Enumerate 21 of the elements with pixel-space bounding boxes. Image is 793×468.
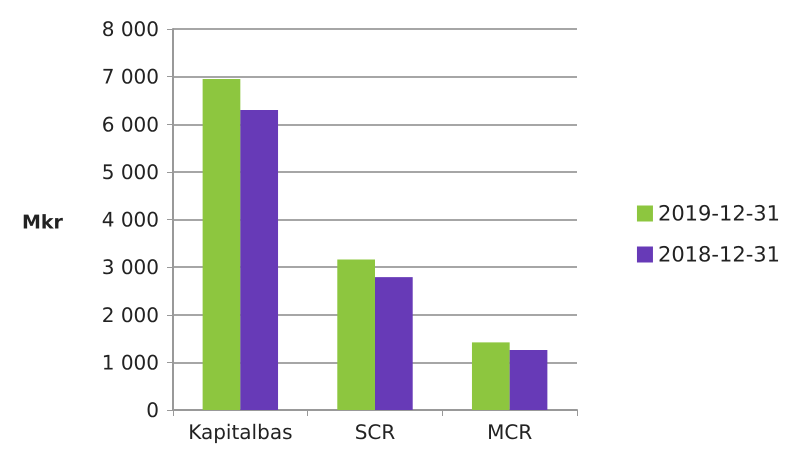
x-tick-label: MCR <box>487 420 532 444</box>
y-tick-label: 8 000 <box>102 17 159 41</box>
bar <box>240 110 278 410</box>
legend-label: 2019-12-31 <box>658 202 780 226</box>
y-axis-title: Mkr <box>22 212 64 234</box>
bar <box>337 260 375 410</box>
bar <box>375 277 413 410</box>
y-tick-label: 2 000 <box>102 302 159 327</box>
x-tick-label: Kapitalbas <box>188 420 292 444</box>
bar <box>472 342 510 410</box>
y-tick-label: 0 <box>146 398 159 422</box>
y-tick-label: 1 000 <box>102 350 159 374</box>
y-tick-label: 5 000 <box>102 160 159 184</box>
y-tick-label: 7 000 <box>102 64 159 89</box>
y-tick-label: 6 000 <box>102 112 159 136</box>
legend-label: 2018-12-31 <box>658 242 780 266</box>
bar <box>202 79 240 410</box>
y-tick-label: 3 000 <box>102 255 159 280</box>
bar <box>510 350 548 410</box>
x-tick-label: SCR <box>354 420 396 444</box>
y-tick-label: 4 000 <box>102 208 159 232</box>
